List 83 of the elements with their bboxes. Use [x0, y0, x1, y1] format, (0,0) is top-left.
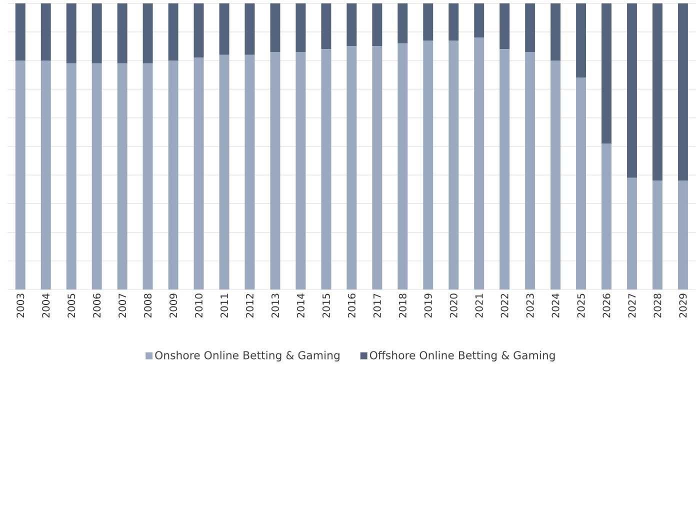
bar: [66, 63, 76, 290]
bar: [576, 78, 586, 290]
legend-label: Onshore Online Betting & Gaming: [155, 350, 340, 362]
bar: [398, 43, 408, 290]
bar: [550, 3, 561, 61]
bar: [627, 178, 637, 290]
bar: [372, 3, 382, 46]
x-tick-label: 2004: [42, 294, 50, 318]
x-tick-label: 2026: [602, 294, 610, 318]
bar: [321, 3, 332, 50]
bar: [372, 46, 382, 290]
bar: [525, 52, 536, 290]
x-tick-label: 2008: [144, 294, 152, 318]
bar: [500, 49, 510, 290]
bar: [219, 3, 230, 55]
bar: [40, 60, 51, 290]
bar: [92, 3, 102, 64]
x-tick-label: 2013: [271, 294, 279, 318]
bar: [270, 3, 280, 52]
bar: [550, 60, 561, 290]
bar: [398, 3, 408, 44]
bar: [602, 144, 612, 290]
x-tick-label: 2010: [195, 294, 203, 318]
bar: [92, 63, 102, 290]
bar: [168, 3, 178, 61]
x-tick-label: 2024: [552, 294, 560, 318]
bar: [321, 49, 332, 290]
bar: [346, 3, 357, 46]
bar: [423, 3, 434, 40]
bar: [346, 46, 357, 290]
bar: [474, 38, 484, 290]
x-tick-label: 2018: [398, 294, 406, 318]
x-tick-label: 2007: [118, 294, 126, 318]
bar: [423, 40, 434, 290]
bar: [66, 3, 76, 64]
x-tick-label: 2014: [296, 294, 304, 318]
x-tick-label: 2028: [654, 294, 662, 318]
x-tick-label: 2029: [679, 294, 687, 318]
bar: [142, 63, 153, 290]
x-tick-label: 2012: [246, 294, 254, 318]
bar: [244, 3, 255, 55]
x-tick-label: 2016: [348, 294, 356, 318]
x-tick-label: 2019: [424, 294, 432, 318]
bar: [40, 3, 51, 61]
bar: [270, 52, 280, 290]
bar: [652, 180, 662, 290]
bar: [296, 3, 306, 52]
bar: [117, 3, 128, 64]
x-tick-label: 2022: [500, 294, 508, 318]
bar: [296, 52, 306, 290]
bar: [678, 180, 688, 290]
x-tick-label: 2017: [373, 294, 381, 318]
bar: [168, 60, 178, 290]
bar: [602, 3, 612, 144]
x-tick-label: 2023: [526, 294, 534, 318]
bar: [15, 3, 26, 61]
bar: [576, 3, 586, 78]
x-tick-label: 2020: [450, 294, 458, 318]
bar: [652, 3, 662, 181]
bar: [244, 54, 255, 290]
legend-label: Offshore Online Betting & Gaming: [370, 350, 555, 362]
x-tick-label: 2021: [475, 294, 483, 318]
bar: [219, 54, 230, 290]
bar: [15, 60, 26, 290]
bar: [194, 58, 204, 290]
bar: [627, 3, 637, 178]
bar: [448, 40, 459, 290]
x-tick-label: 2009: [170, 294, 178, 318]
x-tick-label: 2025: [577, 294, 585, 318]
bar: [474, 3, 484, 38]
x-tick-label: 2027: [628, 294, 636, 318]
bar: [525, 3, 536, 52]
x-tick-label: 2003: [16, 294, 24, 318]
bar: [448, 3, 459, 40]
bar: [500, 3, 510, 50]
bar: [678, 3, 688, 181]
x-tick-label: 2011: [220, 294, 228, 318]
bar: [142, 3, 153, 64]
bar: [194, 3, 204, 58]
bar: [117, 63, 128, 290]
x-tick-label: 2006: [93, 294, 101, 318]
x-tick-label: 2015: [322, 294, 330, 318]
x-tick-label: 2005: [68, 294, 76, 318]
